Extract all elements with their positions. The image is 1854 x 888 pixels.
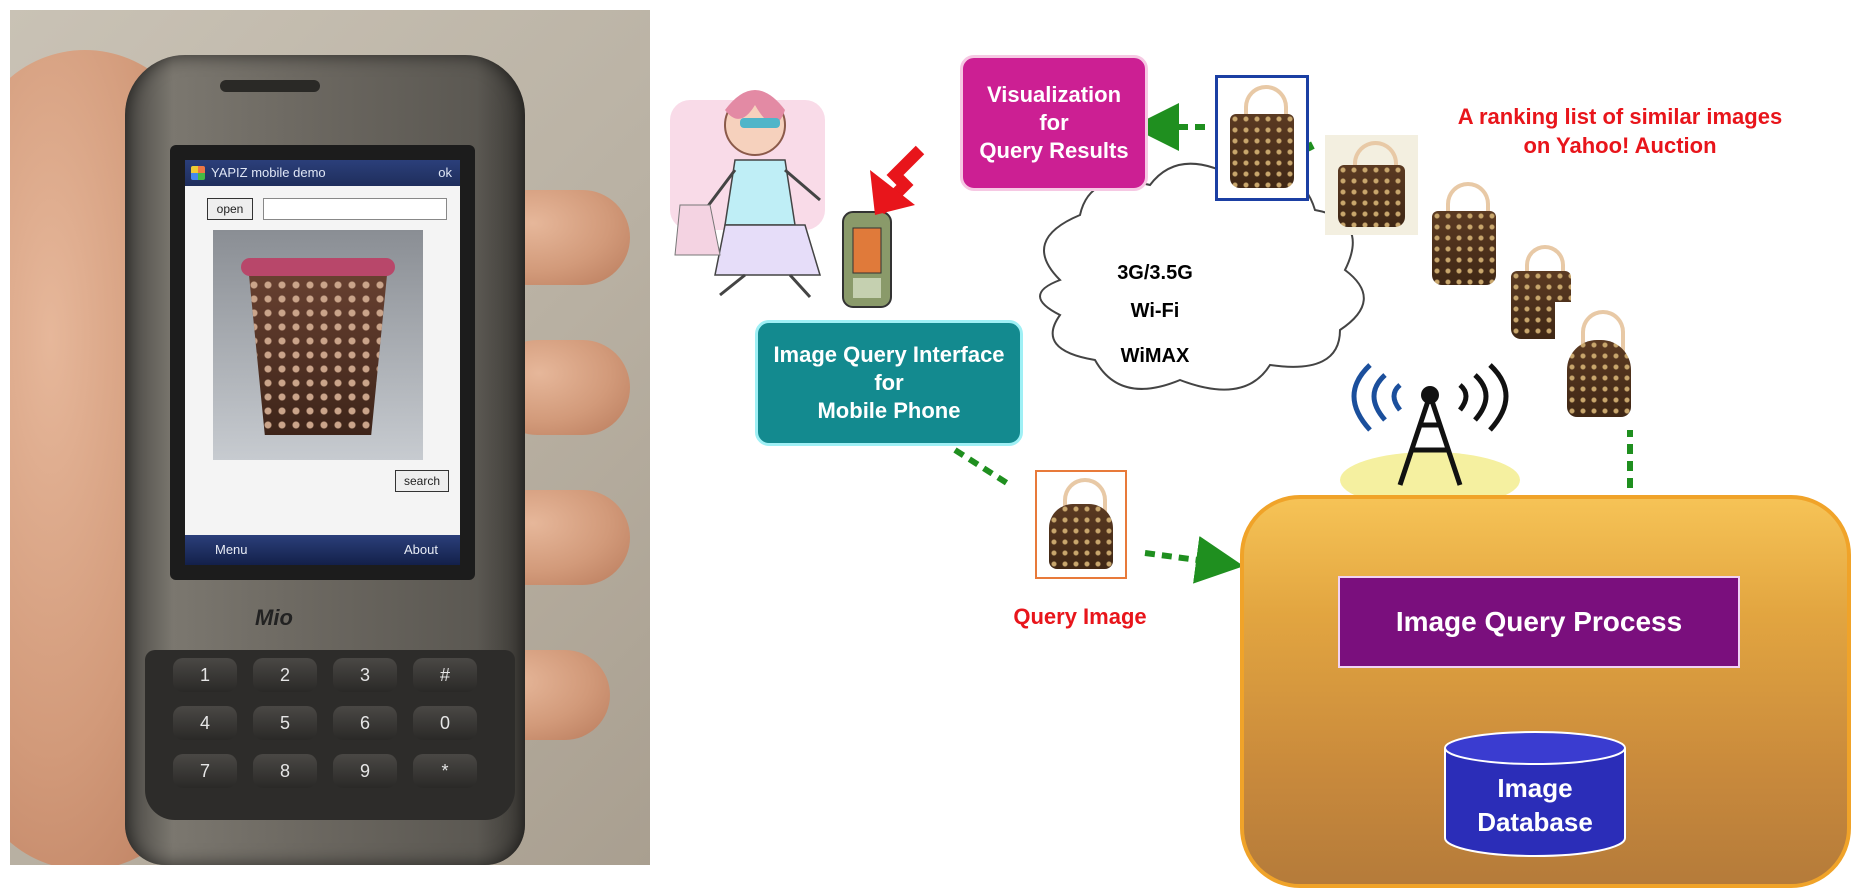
woman-shopper-icon	[670, 90, 825, 299]
key-6[interactable]: 6	[333, 706, 397, 740]
query-interface-box: Image Query Interface for Mobile Phone	[755, 320, 1023, 446]
phone-photo: YAPIZ mobile demo ok open search Menu Ab…	[10, 10, 650, 865]
about-softkey[interactable]: About	[404, 542, 438, 557]
file-path-field[interactable]	[263, 198, 447, 220]
query-bag-thumbnail	[1033, 468, 1129, 581]
screen-title-bar: YAPIZ mobile demo ok	[185, 160, 460, 186]
phone-brand-logo: Mio	[255, 605, 293, 630]
key-1[interactable]: 1	[173, 658, 237, 692]
key-star[interactable]: *	[413, 754, 477, 788]
key-hash[interactable]: #	[413, 658, 477, 692]
result-bag-thumbnail-3	[1420, 175, 1508, 295]
wireless-antenna-icon	[1340, 363, 1520, 508]
search-button[interactable]: search	[395, 470, 449, 492]
network-type-wimax: WiMAX	[1120, 345, 1190, 367]
key-5[interactable]: 5	[253, 706, 317, 740]
phone-keypad: 1 2 3 # 4 5 6 0 7 8 9 *	[145, 650, 515, 820]
bag-rim	[241, 258, 395, 276]
ok-button[interactable]: ok	[438, 165, 452, 180]
phone-screen: YAPIZ mobile demo ok open search Menu Ab…	[185, 160, 460, 565]
image-query-process-box: Image Query Process	[1338, 576, 1740, 668]
network-type-wifi: Wi-Fi	[1130, 300, 1180, 322]
ranking-list-label: A ranking list of similar images on Yaho…	[1457, 104, 1783, 158]
mobile-phone-icon	[842, 211, 892, 308]
captured-bag-image	[213, 230, 423, 460]
key-3[interactable]: 3	[333, 658, 397, 692]
key-2[interactable]: 2	[253, 658, 317, 692]
red-arrow-icon	[870, 145, 925, 215]
key-0[interactable]: 0	[413, 706, 477, 740]
screen-app-title: YAPIZ mobile demo	[211, 165, 326, 180]
key-9[interactable]: 9	[333, 754, 397, 788]
open-button[interactable]: open	[207, 198, 253, 220]
result-bag-thumbnail-1	[1215, 75, 1309, 201]
image-database-icon	[1444, 731, 1626, 857]
phone-speaker	[220, 80, 320, 92]
key-4[interactable]: 4	[173, 706, 237, 740]
image-database-label: Image Database	[1477, 773, 1593, 837]
windows-start-icon[interactable]	[191, 166, 205, 180]
green-arrow-to-query-image	[953, 447, 1012, 488]
menu-softkey[interactable]: Menu	[215, 542, 248, 557]
network-type-3g: 3G/3.5G	[1117, 262, 1193, 284]
green-arrow-to-process	[1144, 536, 1244, 584]
query-image-label: Query Image	[1013, 604, 1147, 629]
visualization-box: Visualization for Query Results	[960, 55, 1148, 191]
result-bag-thumbnail-2	[1325, 135, 1418, 235]
key-7[interactable]: 7	[173, 754, 237, 788]
result-bag-thumbnail-5	[1555, 302, 1643, 427]
bag-pattern	[248, 265, 388, 435]
softkey-bar: Menu About	[185, 535, 460, 565]
key-8[interactable]: 8	[253, 754, 317, 788]
